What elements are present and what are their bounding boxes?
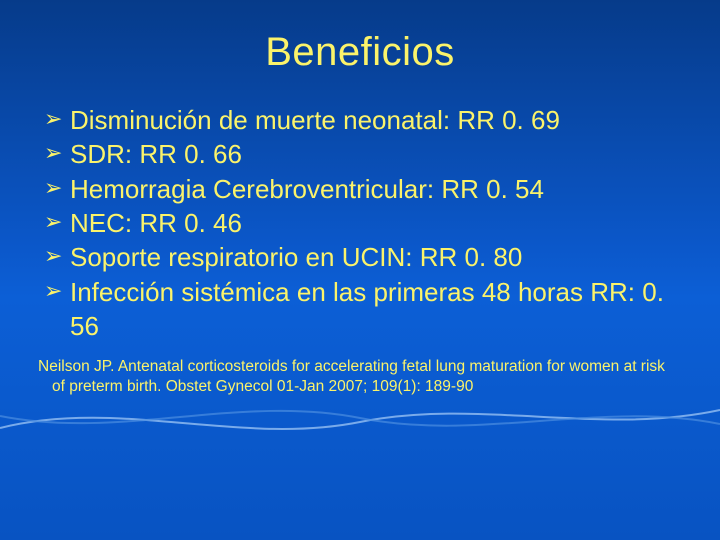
slide: Beneficios Disminución de muerte neonata… (0, 0, 720, 540)
bullet-list: Disminución de muerte neonatal: RR 0. 69… (38, 103, 682, 343)
bullet-item: Infección sistémica en las primeras 48 h… (44, 275, 676, 344)
bullet-item: NEC: RR 0. 46 (44, 206, 676, 240)
wave-decoration (0, 388, 720, 448)
bullet-item: Hemorragia Cerebroventricular: RR 0. 54 (44, 172, 676, 206)
bullet-item: Disminución de muerte neonatal: RR 0. 69 (44, 103, 676, 137)
citation-text: Neilson JP. Antenatal corticosteroids fo… (38, 357, 682, 397)
bullet-item: SDR: RR 0. 66 (44, 137, 676, 171)
bullet-item: Soporte respiratorio en UCIN: RR 0. 80 (44, 240, 676, 274)
slide-title: Beneficios (38, 30, 682, 75)
